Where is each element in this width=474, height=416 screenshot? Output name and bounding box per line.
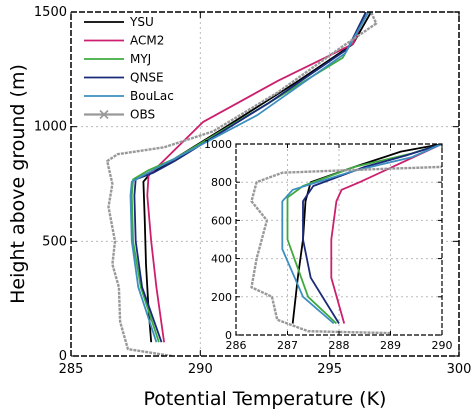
inset-ytick-label-0: 0: [225, 329, 232, 342]
legend-label-myj: MYJ: [130, 52, 151, 66]
inset-series-qnse: [302, 144, 442, 324]
inset-series-acm2: [330, 144, 442, 324]
main-series-qnse: [133, 12, 367, 343]
inset-ticks: [235, 143, 443, 336]
inset-xtick-label-290: 290: [432, 339, 453, 352]
inset-ytick-label-400: 400: [211, 253, 232, 266]
main-xtick-label-290: 290: [188, 362, 213, 377]
main-ytick-label-1500: 1500: [34, 5, 67, 20]
legend-marker-obs: [99, 109, 109, 120]
main-plot-frame: [70, 11, 460, 357]
main-ytick-label-500: 500: [42, 234, 67, 249]
legend: YSU ACM2 MYJ QNSE BouLac OBS: [84, 15, 174, 122]
x-axis-label: Potential Temperature (K): [144, 388, 387, 410]
inset-xtick-label-288: 288: [329, 339, 350, 352]
main-series-boulac: [129, 12, 370, 343]
main-xtick-label-300: 300: [447, 362, 472, 377]
legend-label-qnse: QNSE: [130, 71, 164, 85]
inset-series-obs: [250, 165, 442, 335]
inset-ytick-label-200: 200: [211, 291, 232, 304]
legend-label-obs: OBS: [130, 108, 155, 122]
main-ytick-label-1000: 1000: [34, 120, 67, 135]
inset-tick-labels: 286 287 288 289 290 0 200 400 600 800 1000: [204, 138, 453, 352]
legend-label-boulac: BouLac: [130, 89, 174, 103]
inset-ytick-label-600: 600: [211, 214, 232, 227]
inset-series-lines: [250, 144, 442, 335]
inset-ytick-label-1000: 1000: [204, 138, 232, 151]
y-axis-label: Height above ground (m): [7, 64, 29, 304]
main-xtick-label-295: 295: [317, 362, 342, 377]
inset-xtick-label-289: 289: [380, 339, 401, 352]
inset-xtick-label-286: 286: [226, 339, 247, 352]
main-tick-labels: 285 290 295 300 0 500 1000 1500: [34, 5, 472, 377]
main-xtick-label-285: 285: [59, 362, 84, 377]
legend-label-acm2: ACM2: [130, 34, 164, 48]
main-series-lines: [106, 12, 378, 356]
main-series-obs: [106, 12, 378, 356]
inset-xtick-label-287: 287: [277, 339, 298, 352]
legend-label-ysu: YSU: [129, 15, 154, 29]
inset-series-boulac: [281, 144, 442, 325]
inset-plot: 286 287 288 289 290 0 200 400 600 800 1000: [204, 138, 453, 352]
main-ytick-label-0: 0: [59, 349, 67, 364]
inset-ytick-label-800: 800: [211, 176, 232, 189]
